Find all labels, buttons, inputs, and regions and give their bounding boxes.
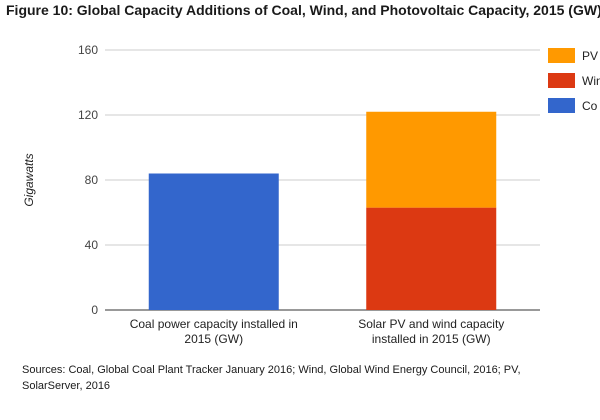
legend-swatch xyxy=(548,48,575,63)
y-tick-label: 0 xyxy=(91,303,98,317)
y-axis-tick-labels: 0 40 80 120 160 xyxy=(78,43,98,317)
legend-label: PV xyxy=(582,49,598,63)
bar-coal xyxy=(148,173,279,310)
legend-swatch xyxy=(548,98,575,113)
bars xyxy=(148,111,497,310)
legend-swatch xyxy=(548,73,575,88)
y-tick-label: 120 xyxy=(78,108,98,122)
x-category-label: Coal power capacity installed in 2015 (GW… xyxy=(130,317,298,346)
legend-label: Win xyxy=(582,74,600,88)
chart-title: Figure 10: Global Capacity Additions of … xyxy=(6,2,600,18)
y-axis-label: Gigawatts xyxy=(22,153,36,206)
legend: PV Win Co xyxy=(548,48,600,113)
bar-pv xyxy=(366,111,497,208)
y-tick-label: 40 xyxy=(85,238,99,252)
bar-wind xyxy=(366,207,497,310)
y-tick-label: 160 xyxy=(78,43,98,57)
source-note: Sources: Coal, Global Coal Plant Tracker… xyxy=(22,364,521,392)
x-category-label: Solar PV and wind capacity installed in 2… xyxy=(358,317,504,346)
y-tick-label: 80 xyxy=(85,173,99,187)
x-axis-category-labels: Coal power capacity installed in 2015 (GW… xyxy=(130,317,505,346)
legend-label: Co xyxy=(582,99,598,113)
